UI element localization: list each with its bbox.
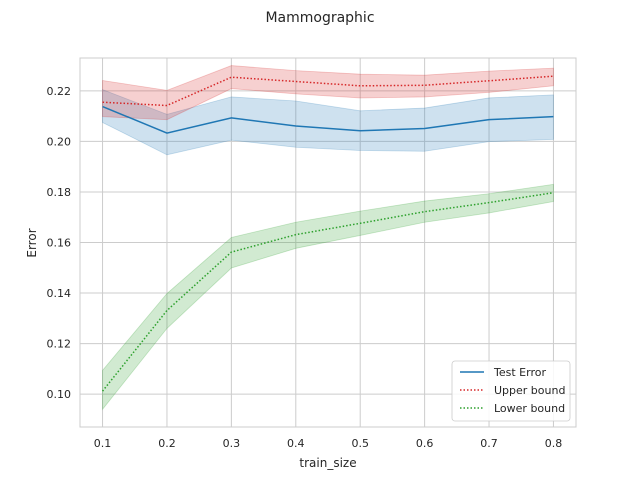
- x-tick-label: 0.4: [287, 437, 305, 450]
- grid: [80, 58, 576, 427]
- tick-labels: 0.1 0.2 0.3 0.4 0.5 0.6 0.7 0.8 0.10 0.12 0.14 0.16…: [47, 85, 563, 450]
- y-tick-label: 0.14: [47, 287, 72, 300]
- chart-title: Mammographic: [265, 10, 374, 26]
- series-line-upper-bound: [102, 75, 554, 107]
- band-test-error: [102, 89, 554, 156]
- y-tick-label: 0.22: [47, 85, 72, 98]
- y-tick-label: 0.10: [47, 388, 72, 401]
- y-tick-label: 0.20: [47, 135, 72, 148]
- y-axis-label: Error: [25, 228, 39, 257]
- x-tick-label: 0.1: [94, 437, 112, 450]
- series-line-test-error: [102, 105, 554, 134]
- legend-label-lower-bound: Lower bound: [494, 402, 565, 415]
- band-lower-bound: [102, 183, 554, 411]
- band-upper-bound: [102, 65, 554, 121]
- x-tick-label: 0.5: [351, 437, 369, 450]
- legend-box: [451, 360, 571, 422]
- x-tick-label: 0.3: [223, 437, 241, 450]
- y-tick-label: 0.16: [47, 237, 72, 250]
- x-tick-label: 0.6: [416, 437, 434, 450]
- y-tick-label: 0.12: [47, 338, 72, 351]
- x-tick-label: 0.7: [480, 437, 498, 450]
- legend-label-upper-bound: Upper bound: [494, 384, 565, 397]
- x-tick-label: 0.2: [158, 437, 176, 450]
- series-lines: [101, 75, 554, 392]
- plot-frame: [79, 57, 577, 428]
- x-axis-label: train_size: [299, 456, 356, 470]
- legend-label-test-error: Test Error: [493, 366, 546, 379]
- legend: Test Error Upper bound Lower bound: [451, 360, 571, 422]
- confidence-bands: [102, 65, 554, 411]
- y-tick-label: 0.18: [47, 186, 72, 199]
- x-tick-label: 0.8: [545, 437, 563, 450]
- series-line-lower-bound: [101, 191, 554, 392]
